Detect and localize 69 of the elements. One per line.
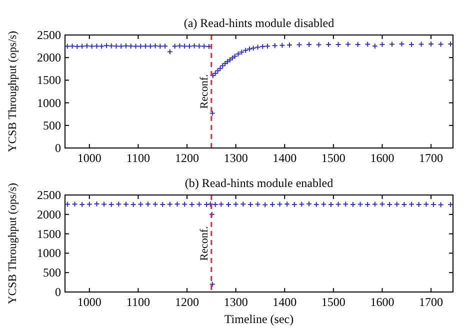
y-tick-label: 2000 <box>37 207 61 222</box>
ref-line-label: Reconf. <box>198 74 210 109</box>
chart-title: (a) Read-hints module disabled <box>184 16 334 30</box>
x-tick-label: 1600 <box>370 295 394 309</box>
x-tick-label: 1700 <box>419 295 444 309</box>
x-tick-label: 1600 <box>370 151 394 165</box>
point <box>116 201 122 208</box>
point <box>72 201 78 208</box>
point <box>144 201 151 208</box>
point <box>254 201 261 208</box>
point <box>94 200 100 207</box>
ref-line-label: Reconf. <box>198 226 210 261</box>
point <box>86 201 92 208</box>
point <box>423 201 430 208</box>
point <box>166 201 173 208</box>
point <box>207 201 214 208</box>
point <box>372 201 378 208</box>
point <box>182 201 188 208</box>
x-tick-label: 1000 <box>77 151 102 165</box>
point <box>240 201 246 208</box>
point <box>306 200 312 207</box>
point <box>208 211 215 218</box>
y-axis-title: YCSB Throughput (ops/s) <box>7 30 19 152</box>
point <box>284 201 290 208</box>
point <box>232 201 239 208</box>
y-tick-label: 1000 <box>37 246 61 260</box>
point <box>342 201 349 208</box>
point <box>379 201 386 208</box>
y-tick-label: 1000 <box>37 96 61 110</box>
point <box>196 201 202 208</box>
x-tick-label: 1400 <box>272 151 297 165</box>
y-tick-label: 2500 <box>37 188 61 202</box>
x-tick-label: 1000 <box>77 295 102 309</box>
point <box>152 201 158 208</box>
x-tick-label: 1300 <box>224 151 248 165</box>
x-tick-label: 1300 <box>224 295 248 309</box>
y-tick-label: 1500 <box>37 226 61 241</box>
x-axis-title: Timeline (sec) <box>224 312 294 326</box>
y-tick-label: 0 <box>55 141 61 155</box>
point <box>335 201 342 208</box>
y-tick-label: 2000 <box>37 50 61 65</box>
y-tick-label: 1500 <box>37 73 61 88</box>
x-tick-label: 1100 <box>126 151 150 165</box>
y-axis-title: YCSB Throughput (ops/s) <box>7 182 19 304</box>
point <box>320 201 327 208</box>
point <box>262 202 268 208</box>
point <box>101 201 108 208</box>
y-tick-label: 500 <box>43 266 61 280</box>
point <box>174 201 180 208</box>
x-tick-label: 1500 <box>321 151 346 165</box>
point <box>218 201 224 208</box>
point <box>394 201 400 208</box>
point <box>276 201 283 208</box>
y-tick-label: 0 <box>55 285 61 299</box>
x-tick-label: 1200 <box>175 295 200 309</box>
point <box>408 201 415 208</box>
point <box>438 202 444 208</box>
point <box>357 201 364 208</box>
x-tick-label: 1200 <box>175 151 200 165</box>
point <box>298 201 305 208</box>
point <box>138 201 144 208</box>
x-tick-label: 1500 <box>321 295 346 309</box>
x-tick-label: 1700 <box>419 151 444 165</box>
point <box>209 281 216 288</box>
y-tick-label: 500 <box>43 118 61 132</box>
x-tick-label: 1100 <box>126 295 150 309</box>
x-tick-label: 1400 <box>272 295 297 309</box>
chart-title: (b) Read-hints module enabled <box>184 176 334 190</box>
y-tick-label: 2500 <box>37 28 61 42</box>
